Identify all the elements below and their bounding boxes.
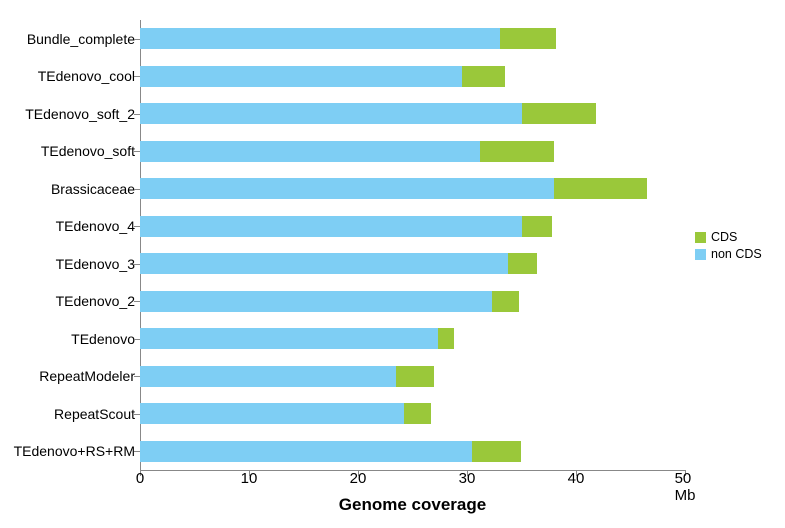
- bar-segment-cds: [438, 328, 454, 349]
- category-label: TEdenovo_2: [56, 293, 135, 309]
- bar-segment-noncds: [140, 253, 508, 274]
- x-axis-title: Genome coverage: [140, 495, 685, 515]
- bar-segment-cds: [472, 441, 521, 462]
- bar-segment-cds: [492, 291, 519, 312]
- bar-segment-noncds: [140, 291, 492, 312]
- category-label: TEdenovo_soft_2: [25, 106, 135, 122]
- bar-segment-noncds: [140, 28, 500, 49]
- category-label: RepeatScout: [54, 406, 135, 422]
- category-label: TEdenovo: [71, 331, 135, 347]
- bar-segment-cds: [480, 141, 554, 162]
- legend-item: non CDS: [695, 247, 762, 261]
- bar-segment-cds: [404, 403, 431, 424]
- bar-segment-noncds: [140, 66, 462, 87]
- y-axis-labels: Bundle_complete TEdenovo_cool TEdenovo_sof…: [0, 20, 135, 470]
- bar-segment-cds: [462, 66, 506, 87]
- bar-segment-noncds: [140, 366, 396, 387]
- x-tick-label: 10: [241, 470, 258, 487]
- bar-segment-cds: [500, 28, 557, 49]
- plot-area: [140, 20, 685, 470]
- legend-label: CDS: [711, 230, 737, 244]
- category-label: TEdenovo_4: [56, 218, 135, 234]
- legend: CDS non CDS: [695, 230, 762, 264]
- x-tick-label: 20: [350, 470, 367, 487]
- category-label: Bundle_complete: [27, 31, 135, 47]
- legend-swatch: [695, 249, 706, 260]
- bar-segment-noncds: [140, 141, 480, 162]
- bar-segment-noncds: [140, 328, 438, 349]
- x-axis-ticks: 01020304050 Mb: [140, 470, 685, 490]
- legend-swatch: [695, 232, 706, 243]
- x-tick-label: 0: [136, 470, 144, 487]
- x-tick-label: 30: [459, 470, 476, 487]
- bar-segment-noncds: [140, 441, 472, 462]
- category-label: TEdenovo_3: [56, 256, 135, 272]
- bar-segment-cds: [522, 103, 596, 124]
- bar-segment-cds: [554, 178, 647, 199]
- bar-segment-noncds: [140, 216, 522, 237]
- category-label: TEdenovo_cool: [38, 68, 135, 84]
- category-label: TEdenovo_soft: [41, 143, 135, 159]
- x-tick-label: 40: [568, 470, 585, 487]
- legend-item: CDS: [695, 230, 762, 244]
- legend-label: non CDS: [711, 247, 762, 261]
- bar-segment-cds: [508, 253, 536, 274]
- chart-container: Bundle_complete TEdenovo_cool TEdenovo_sof…: [0, 0, 785, 528]
- bar-segment-noncds: [140, 403, 404, 424]
- bar-segment-noncds: [140, 178, 554, 199]
- category-label: RepeatModeler: [39, 368, 135, 384]
- bar-segment-noncds: [140, 103, 522, 124]
- bar-segment-cds: [522, 216, 553, 237]
- bar-segment-cds: [396, 366, 434, 387]
- category-label: TEdenovo+RS+RM: [14, 443, 135, 459]
- category-label: Brassicaceae: [51, 181, 135, 197]
